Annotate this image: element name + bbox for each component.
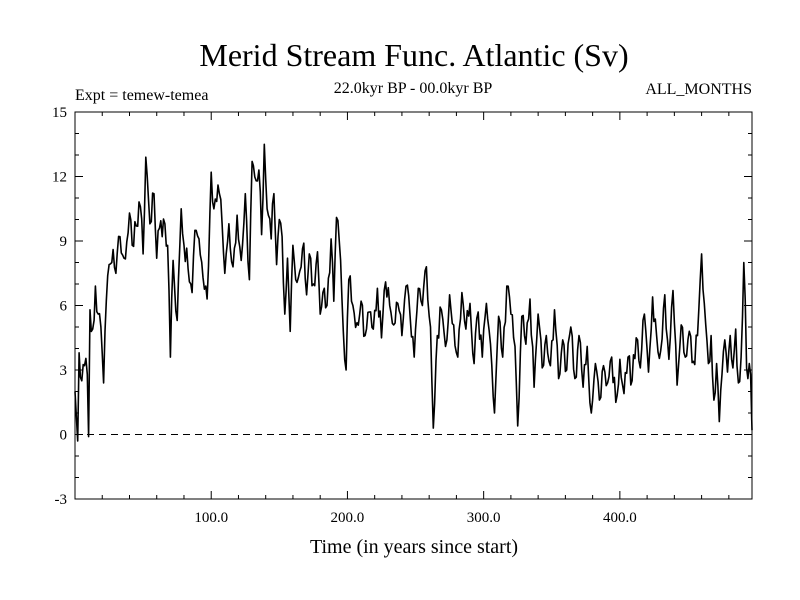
y-tick-label: 9 [60, 234, 68, 250]
x-tick-label: 200.0 [331, 510, 365, 526]
chart-title: Merid Stream Func. Atlantic (Sv) [199, 37, 628, 73]
y-tick-label: 0 [60, 428, 68, 444]
experiment-label: Expt = temew-temea [75, 87, 208, 104]
period-label: 22.0kyr BP - 00.0kyr BP [334, 80, 493, 97]
y-tick-label: 15 [52, 105, 67, 121]
months-label: ALL_MONTHS [645, 81, 752, 98]
y-tick-label: 12 [52, 170, 67, 186]
y-tick-label: 3 [60, 363, 68, 379]
x-tick-label: 400.0 [603, 510, 637, 526]
x-axis-label: Time (in years since start) [310, 536, 518, 558]
y-tick-label: -3 [55, 492, 68, 508]
x-tick-label: 300.0 [467, 510, 501, 526]
x-tick-label: 100.0 [194, 510, 228, 526]
series-line [74, 143, 753, 442]
plot-frame [74, 111, 753, 500]
y-tick-label: 6 [60, 299, 68, 315]
plot-area: -3 0 3 6 9 12 15 100.0 200.0 300.0 400.0 [52, 105, 753, 526]
